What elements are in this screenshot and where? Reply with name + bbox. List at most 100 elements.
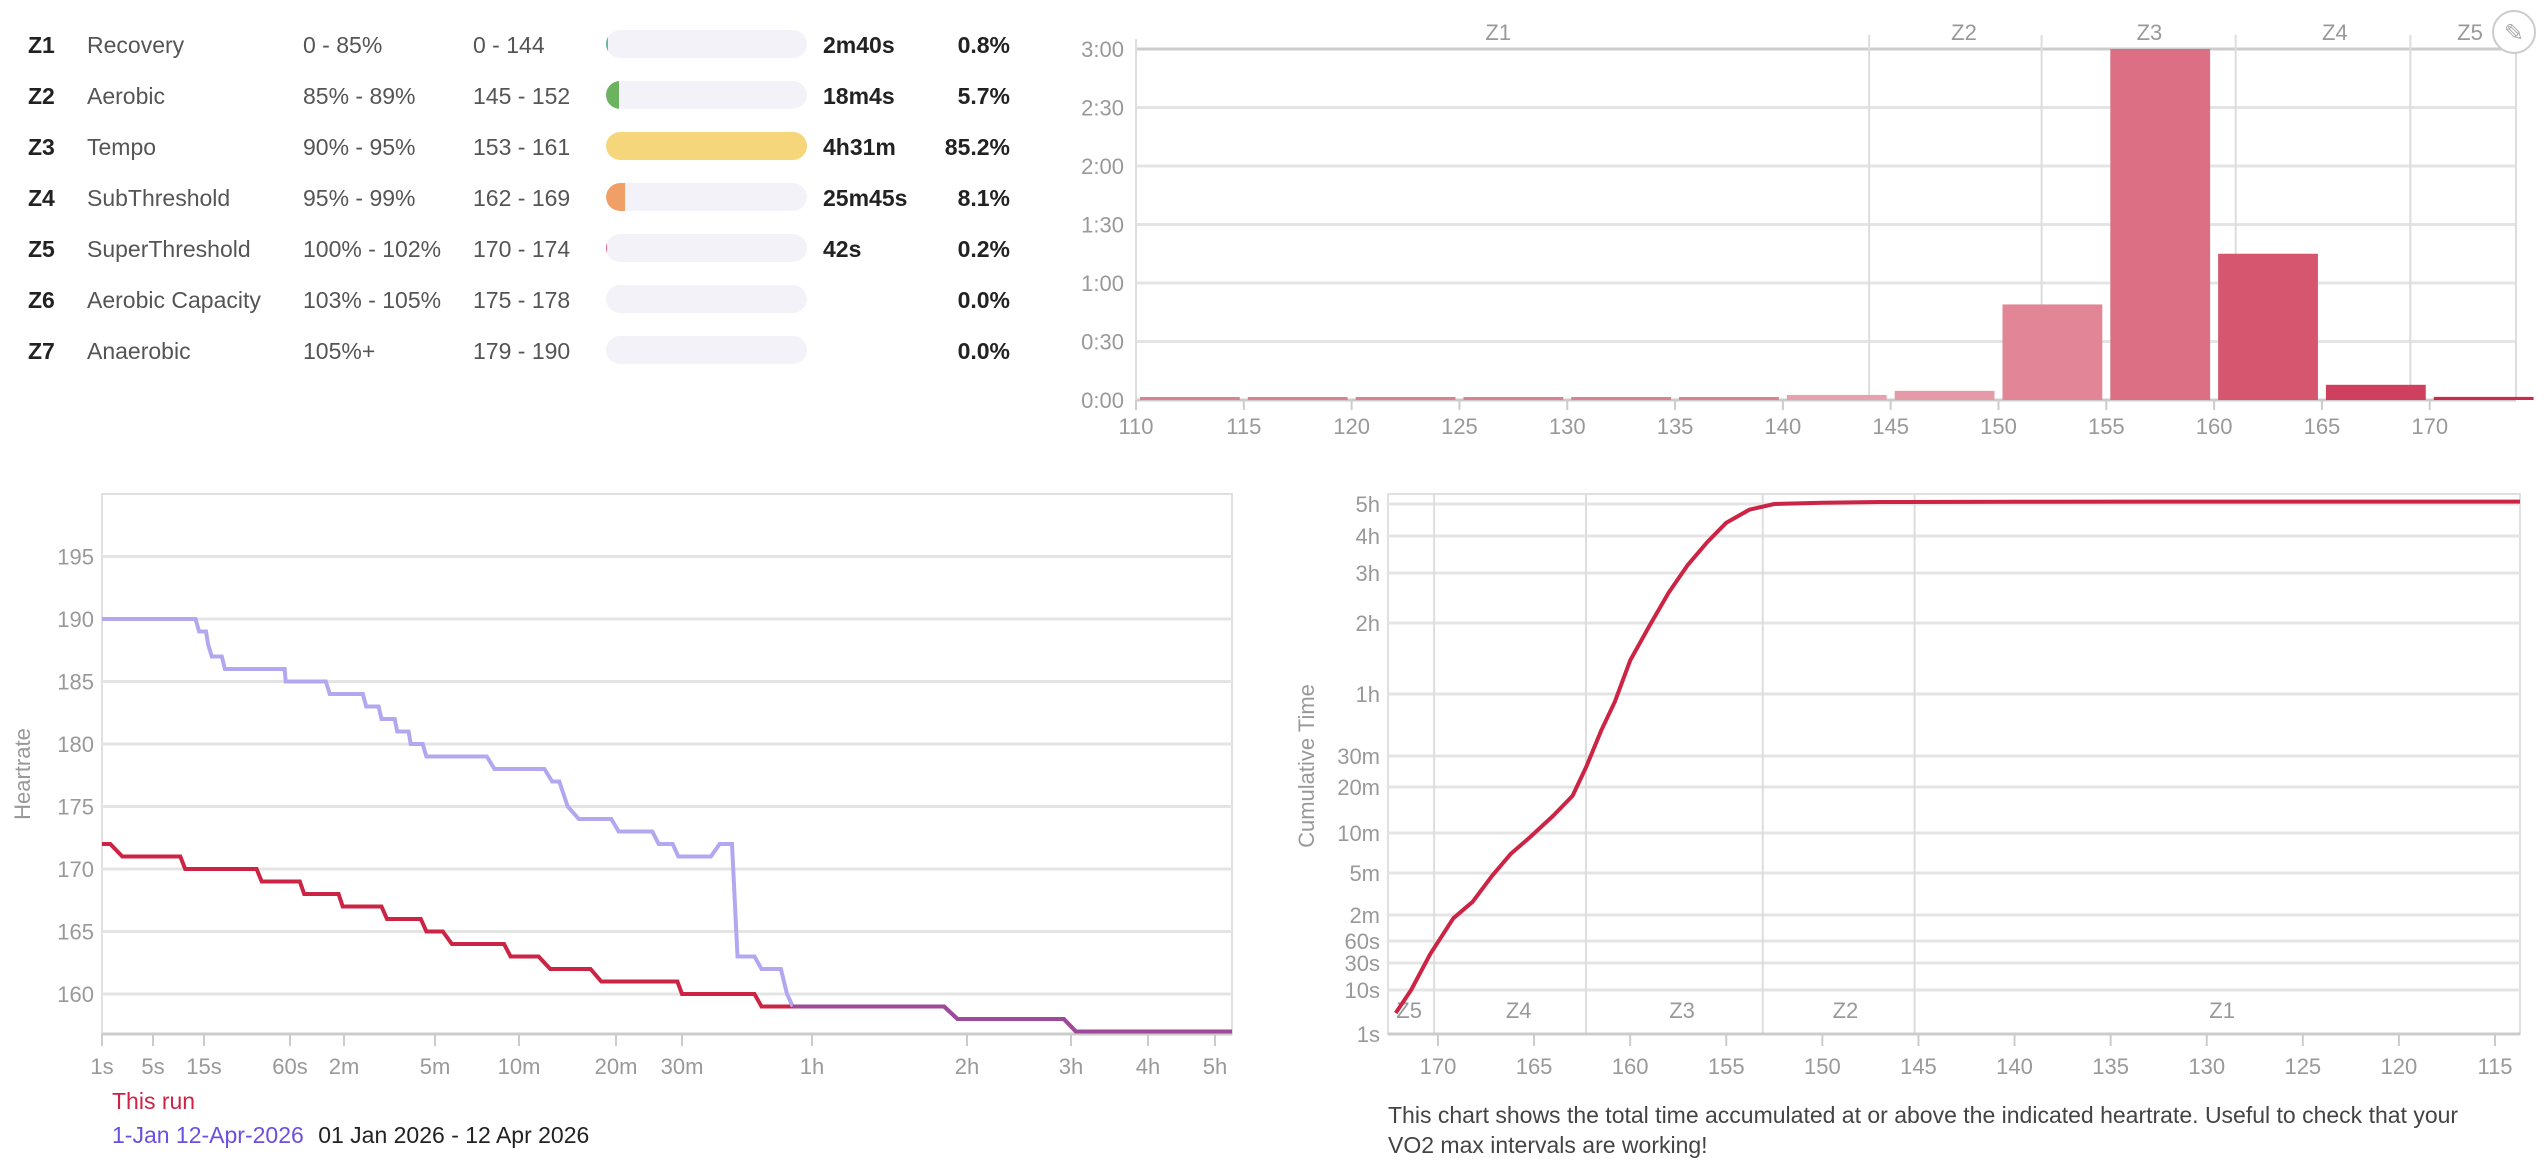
zone-progress-bar bbox=[606, 285, 807, 313]
x-tick-label: 135 bbox=[1657, 414, 1694, 439]
zone-percent-range: 95% - 99% bbox=[303, 185, 416, 211]
histogram-bar bbox=[1355, 397, 1456, 400]
edit-zones-button[interactable]: ✎ bbox=[2492, 10, 2536, 54]
zone-row-z6: Z6 Aerobic Capacity 103% - 105% 175 - 178 0.… bbox=[0, 279, 1040, 319]
x-tick-label: 3h bbox=[1059, 1054, 1083, 1079]
x-tick-label: 115 bbox=[1226, 414, 1261, 439]
zone-bpm-range: 170 - 174 bbox=[473, 236, 571, 262]
x-tick-label: 2m bbox=[329, 1054, 360, 1079]
x-tick-label: 145 bbox=[1872, 414, 1909, 439]
x-tick-label: 125 bbox=[1441, 414, 1478, 439]
x-tick-label: 120 bbox=[1333, 414, 1370, 439]
zone-id: Z5 bbox=[28, 236, 55, 262]
histogram-bar bbox=[1571, 397, 1672, 400]
zone-bpm-range: 162 - 169 bbox=[473, 185, 571, 211]
x-tick-label: 10m bbox=[498, 1054, 541, 1079]
zone-progress-bar bbox=[606, 30, 807, 58]
zone-percent: 85.2% bbox=[944, 134, 1010, 160]
legend-range-dates: 01 Jan 2026 - 12 Apr 2026 bbox=[318, 1122, 590, 1148]
zone-progress-fill bbox=[606, 81, 620, 109]
series-line-overlap bbox=[792, 1004, 1232, 1034]
zone-id: Z6 bbox=[28, 287, 55, 313]
y-tick-label: 3h bbox=[1356, 561, 1380, 586]
histogram-bar bbox=[1140, 397, 1240, 400]
histogram-bar bbox=[2002, 304, 2103, 400]
zone-row-z4: Z4 SubThreshold 95% - 99% 162 - 169 25m45s 8.… bbox=[0, 177, 1040, 217]
y-tick-label: 4h bbox=[1356, 524, 1380, 549]
zone-percent: 0.0% bbox=[957, 287, 1010, 313]
zone-label: Z4 bbox=[1506, 998, 1532, 1023]
y-tick-label: 10s bbox=[1345, 978, 1380, 1003]
cumulative-time-line bbox=[1394, 499, 2520, 1015]
zone-name: Tempo bbox=[87, 134, 157, 160]
y-tick-label: 20m bbox=[1337, 775, 1380, 800]
y-tick-label: 30m bbox=[1337, 744, 1380, 769]
y-tick-label: 180 bbox=[57, 732, 94, 757]
zone-label: Z1 bbox=[1485, 20, 1511, 45]
y-tick-label: 165 bbox=[57, 920, 94, 945]
zone-time: 42s bbox=[823, 236, 862, 262]
zone-percent-range: 103% - 105% bbox=[303, 287, 442, 313]
zone-id: Z1 bbox=[28, 32, 55, 58]
zone-time: 25m45s bbox=[823, 185, 908, 211]
y-tick-label: 2m bbox=[1349, 903, 1380, 928]
heartrate-duration-curve-chart: 160 165 170 175 180 185 190 195 1s 5s 15s 60s 2m 5m 10… bbox=[10, 493, 1233, 1079]
y-tick-label: 185 bbox=[57, 670, 94, 695]
zone-percent-range: 105%+ bbox=[303, 338, 376, 364]
x-tick-label: 5m bbox=[420, 1054, 451, 1079]
x-tick-label: 140 bbox=[1765, 414, 1802, 439]
zone-id: Z4 bbox=[28, 185, 55, 211]
zone-row-z1: Z1 Recovery 0 - 85% 0 - 144 2m40s 0.8% bbox=[0, 24, 1040, 64]
zone-percent: 0.2% bbox=[957, 236, 1010, 262]
y-tick-label: 1h bbox=[1356, 682, 1380, 707]
y-tick-label: 1:00 bbox=[1081, 271, 1124, 296]
zone-row-z7: Z7 Anaerobic 105%+ 179 - 190 0.0% bbox=[0, 330, 1040, 370]
y-tick-label: 195 bbox=[57, 545, 94, 570]
histogram-bar bbox=[2433, 396, 2534, 400]
zone-time: 2m40s bbox=[823, 32, 895, 58]
y-tick-label: 60s bbox=[1345, 929, 1380, 954]
y-tick-label: 1:30 bbox=[1081, 213, 1124, 238]
zone-percent-range: 0 - 85% bbox=[303, 32, 383, 58]
histogram-bar bbox=[1463, 397, 1564, 400]
zone-name: Recovery bbox=[87, 32, 185, 58]
y-tick-label: 10m bbox=[1337, 821, 1380, 846]
zone-label: Z2 bbox=[1951, 20, 1977, 45]
x-tick-label: 130 bbox=[2188, 1054, 2225, 1079]
x-tick-label: 2h bbox=[955, 1054, 979, 1079]
y-tick-label: 160 bbox=[57, 982, 94, 1007]
x-tick-label: 1h bbox=[800, 1054, 824, 1079]
zone-bpm-range: 153 - 161 bbox=[473, 134, 571, 160]
zone-label: Z3 bbox=[1669, 998, 1695, 1023]
x-tick-label: 125 bbox=[2284, 1054, 2321, 1079]
zone-histogram-chart: 0:00 0:30 1:00 1:30 2:00 2:30 3:00 Z1 Z2 Z3 Z4 Z5 11… bbox=[1081, 20, 2534, 439]
x-tick-label: 60s bbox=[272, 1054, 307, 1079]
y-tick-label: 170 bbox=[57, 857, 94, 882]
x-tick-label: 110 bbox=[1118, 414, 1153, 439]
x-tick-label: 165 bbox=[1516, 1054, 1553, 1079]
legend-this-run[interactable]: This run bbox=[112, 1088, 196, 1114]
series-line-date-range bbox=[102, 617, 795, 1008]
x-tick-label: 120 bbox=[2381, 1054, 2418, 1079]
y-tick-label: 2:30 bbox=[1081, 96, 1124, 121]
zone-name: Anaerobic bbox=[87, 338, 191, 364]
zone-progress-bar bbox=[606, 234, 807, 262]
zone-label: Z2 bbox=[1833, 998, 1859, 1023]
zone-label: Z5 bbox=[1396, 998, 1422, 1023]
zone-label: Z5 bbox=[2457, 20, 2483, 45]
histogram-bar bbox=[2218, 253, 2318, 400]
zone-row-z3: Z3 Tempo 90% - 95% 153 - 161 4h31m 85.2% bbox=[0, 126, 1040, 166]
x-tick-label: 4h bbox=[1136, 1054, 1160, 1079]
zone-label: Z1 bbox=[2209, 998, 2235, 1023]
zone-row-z5: Z5 SuperThreshold 100% - 102% 170 - 174 42s 0… bbox=[0, 228, 1040, 268]
x-tick-label: 155 bbox=[1708, 1054, 1745, 1079]
zone-time: 4h31m bbox=[823, 134, 896, 160]
y-tick-label: 5m bbox=[1349, 861, 1380, 886]
y-tick-label: 2:00 bbox=[1081, 154, 1124, 179]
x-tick-label: 5h bbox=[1203, 1054, 1227, 1079]
y-tick-label: 2h bbox=[1356, 611, 1380, 636]
legend-date-range[interactable]: 1-Jan 12-Apr-2026 01 Jan 2026 - 12 Apr 2… bbox=[112, 1122, 589, 1149]
zone-progress-fill bbox=[606, 183, 626, 211]
pencil-icon: ✎ bbox=[2503, 20, 2525, 47]
